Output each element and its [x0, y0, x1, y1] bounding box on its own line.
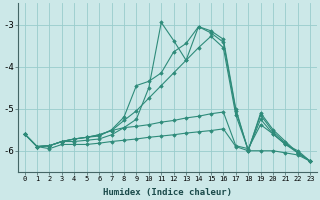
X-axis label: Humidex (Indice chaleur): Humidex (Indice chaleur) — [103, 188, 232, 197]
